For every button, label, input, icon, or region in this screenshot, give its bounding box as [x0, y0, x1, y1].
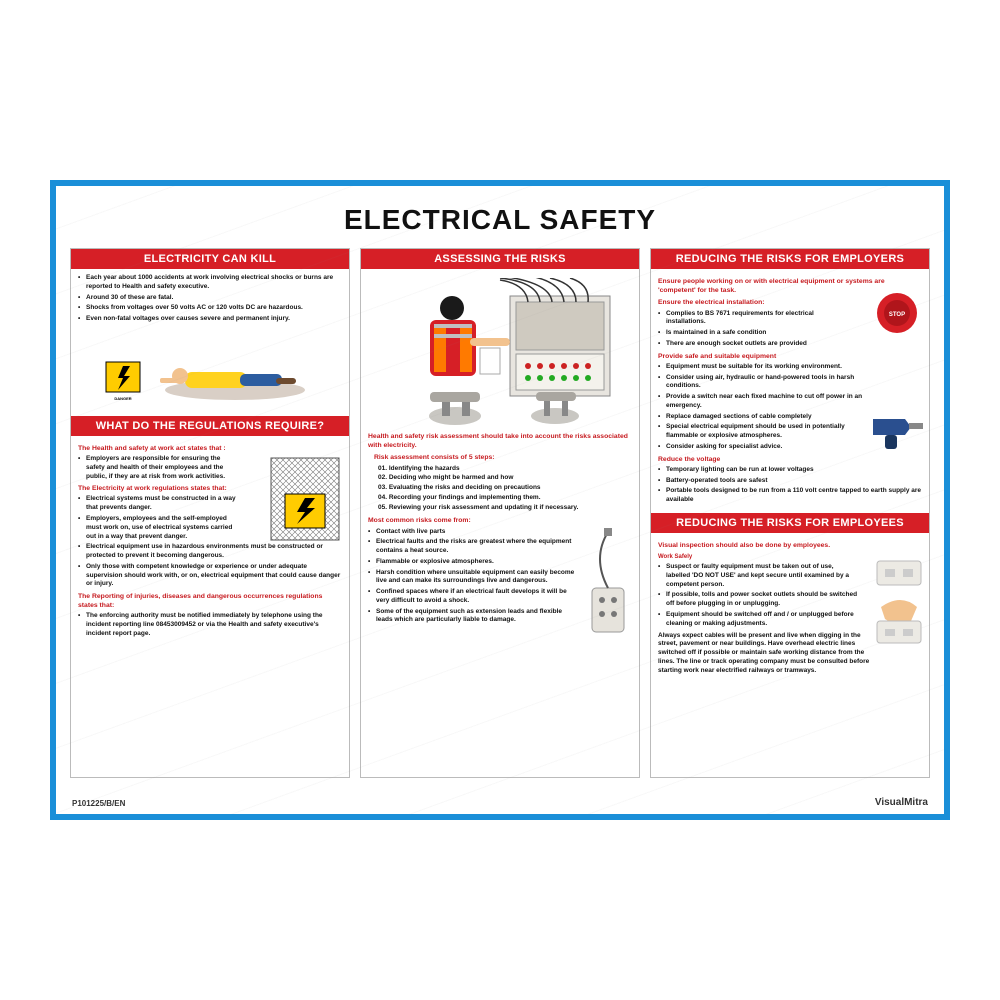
step-item: 03. Evaluating the risks and deciding on…: [378, 484, 632, 493]
illustration-shocked-person: DANGER: [78, 328, 342, 406]
bullet-item: Electrical systems must be constructed i…: [78, 495, 242, 513]
bullet-item: Equipment should be switched off and / o…: [658, 611, 859, 629]
svg-text:DANGER: DANGER: [114, 396, 131, 401]
section-header-kill: ELECTRICITY CAN KILL: [71, 249, 349, 269]
bullet-item: Confined spaces where if an electrical f…: [368, 588, 578, 606]
column-3: REDUCING THE RISKS FOR EMPLOYERS Ensure …: [650, 248, 930, 778]
bullet-item: If possible, tolls and power socket outl…: [658, 591, 859, 609]
bullet-item: Is maintained in a safe condition: [658, 329, 848, 338]
bullet-item: Electrical faults and the risks are grea…: [368, 538, 578, 556]
assess-intro: Health and safety risk assessment should…: [368, 432, 632, 450]
regs-sub1: The Health and safety at work act states…: [78, 444, 342, 453]
bullet-item: Equipment must be suitable for its worki…: [658, 363, 864, 372]
bullet-item: Shocks from voltages over 50 volts AC or…: [78, 304, 342, 313]
bullet-item: Consider using air, hydraulic or hand-po…: [658, 374, 864, 392]
illustration-stop-button: STOP: [869, 289, 925, 337]
section-body-employers: Ensure people working on or with electri…: [651, 269, 929, 513]
empl-tail: Always expect cables will be present and…: [658, 632, 874, 676]
bullet-item: Suspect or faulty equipment must be take…: [658, 563, 859, 589]
column-2: ASSESSING THE RISKS: [360, 248, 640, 778]
bullet-item: Around 30 of these are fatal.: [78, 294, 342, 303]
assess-sub1: Risk assessment consists of 5 steps:: [368, 453, 632, 462]
bullet-item: Even non-fatal voltages over causes seve…: [78, 315, 342, 324]
bullet-item: Employers, employees and the self-employ…: [78, 515, 242, 541]
bullet-item: There are enough socket outlets are prov…: [658, 340, 848, 349]
bullet-item: Employers are responsible for ensuring t…: [78, 455, 236, 481]
section-body-employees: Visual inspection should also be done by…: [651, 533, 929, 684]
bullet-item: Electrical equipment use in hazardous en…: [78, 543, 342, 561]
bullet-item: Only those with competent knowledge or e…: [78, 563, 342, 589]
poster-title: ELECTRICAL SAFETY: [70, 204, 930, 236]
columns: ELECTRICITY CAN KILL Each year about 100…: [70, 248, 930, 778]
bullet-item: Each year about 1000 accidents at work i…: [78, 274, 342, 292]
bullet-item: Portable tools designed to be run from a…: [658, 487, 922, 505]
empl-sub1: Visual inspection should also be done by…: [658, 541, 922, 550]
bullet-item: Some of the equipment such as extension …: [368, 608, 578, 626]
footer-brand: VisualMitra: [875, 797, 928, 808]
step-item: 01. Identifying the hazards: [378, 465, 632, 474]
illustration-drill: [867, 409, 927, 451]
illustration-worker-panel: [368, 278, 632, 428]
section-header-employers: REDUCING THE RISKS FOR EMPLOYERS: [651, 249, 929, 269]
bullet-item: Provide a switch near each fixed machine…: [658, 393, 864, 411]
bullet-item: Contact with live parts: [368, 528, 578, 537]
assess-sub2: Most common risks come from:: [368, 516, 632, 525]
bullet-item: Consider asking for specialist advice.: [658, 443, 864, 452]
illustration-fence-sign: [265, 454, 345, 544]
bullet-item: Temporary lighting can be run at lower v…: [658, 466, 922, 475]
section-body-assess: Health and safety risk assessment should…: [361, 269, 639, 644]
section-header-regs: WHAT DO THE REGULATIONS REQUIRE?: [71, 416, 349, 436]
section-body-regs: The Health and safety at work act states…: [71, 436, 349, 647]
step-item: 04. Recording your findings and implemen…: [378, 494, 632, 503]
svg-text:STOP: STOP: [889, 312, 905, 318]
section-header-assess: ASSESSING THE RISKS: [361, 249, 639, 269]
illustration-extension-lead: [582, 528, 632, 638]
section-header-employees: REDUCING THE RISKS FOR EMPLOYEES: [651, 513, 929, 533]
bullet-item: The enforcing authority must be notified…: [78, 612, 342, 638]
step-item: 02. Deciding who might be harmed and how: [378, 474, 632, 483]
column-1: ELECTRICITY CAN KILL Each year about 100…: [70, 248, 350, 778]
footer-code: P101225/B/EN: [72, 799, 125, 808]
illustration-socket-hand: [871, 557, 927, 647]
bullet-item: Battery-operated tools are safest: [658, 477, 922, 486]
emp-sub2: Provide safe and suitable equipment: [658, 352, 922, 361]
bullet-item: Special electrical equipment should be u…: [658, 423, 864, 441]
bullet-item: Flammable or explosive atmospheres.: [368, 558, 578, 567]
regs-sub3: The Reporting of injuries, diseases and …: [78, 592, 342, 610]
bullet-item: Harsh condition where unsuitable equipme…: [368, 569, 578, 587]
bullet-item: Replace damaged sections of cable comple…: [658, 413, 864, 422]
bullet-item: Complies to BS 7671 requirements for ele…: [658, 310, 848, 328]
safety-poster: ELECTRICAL SAFETY ELECTRICITY CAN KILL E…: [50, 180, 950, 820]
emp-sub3: Reduce the voltage: [658, 455, 922, 464]
step-item: 05. Reviewing your risk assessment and u…: [378, 504, 632, 513]
section-body-kill: Each year about 1000 accidents at work i…: [71, 269, 349, 416]
